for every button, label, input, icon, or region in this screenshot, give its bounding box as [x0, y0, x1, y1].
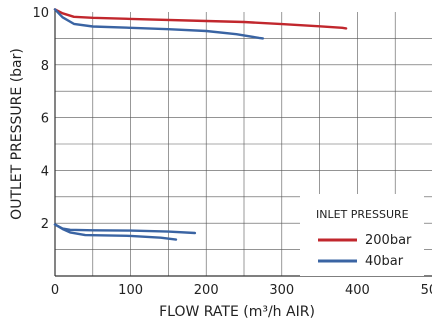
x-tick-label: 0	[51, 283, 59, 298]
y-tick-label: 8	[41, 59, 49, 74]
series-line-40bar-curve-3	[53, 223, 178, 241]
y-tick-label: 6	[41, 112, 49, 127]
x-tick-label: 500	[421, 283, 432, 298]
x-tick-label: 100	[118, 283, 143, 298]
series-line-40bar-curve-1	[53, 8, 265, 40]
legend-label-40bar: 40bar	[365, 254, 404, 269]
y-axis-ticks: 2 4 6 8 10	[32, 6, 49, 232]
y-axis-title: OUTLET PRESSURE (bar)	[9, 48, 25, 220]
x-tick-label: 400	[345, 283, 370, 298]
legend-label-200bar: 200bar	[365, 233, 412, 248]
legend-title: INLET PRESSURE	[316, 208, 409, 221]
x-axis-ticks: 0 100 200 300 400 500	[51, 283, 432, 298]
series-line-40bar-curve-2	[53, 223, 197, 235]
y-tick-label: 2	[41, 217, 49, 232]
legend: INLET PRESSURE 200bar 40bar	[300, 194, 424, 276]
y-tick-label: 10	[32, 6, 49, 21]
series-line-200bar-curve-1	[53, 8, 348, 30]
y-tick-label: 4	[41, 164, 49, 179]
x-tick-label: 300	[269, 283, 294, 298]
series-layer	[53, 8, 348, 241]
x-tick-label: 200	[194, 283, 219, 298]
grid	[55, 12, 432, 276]
x-axis-title: FLOW RATE (m³/h AIR)	[159, 304, 315, 320]
